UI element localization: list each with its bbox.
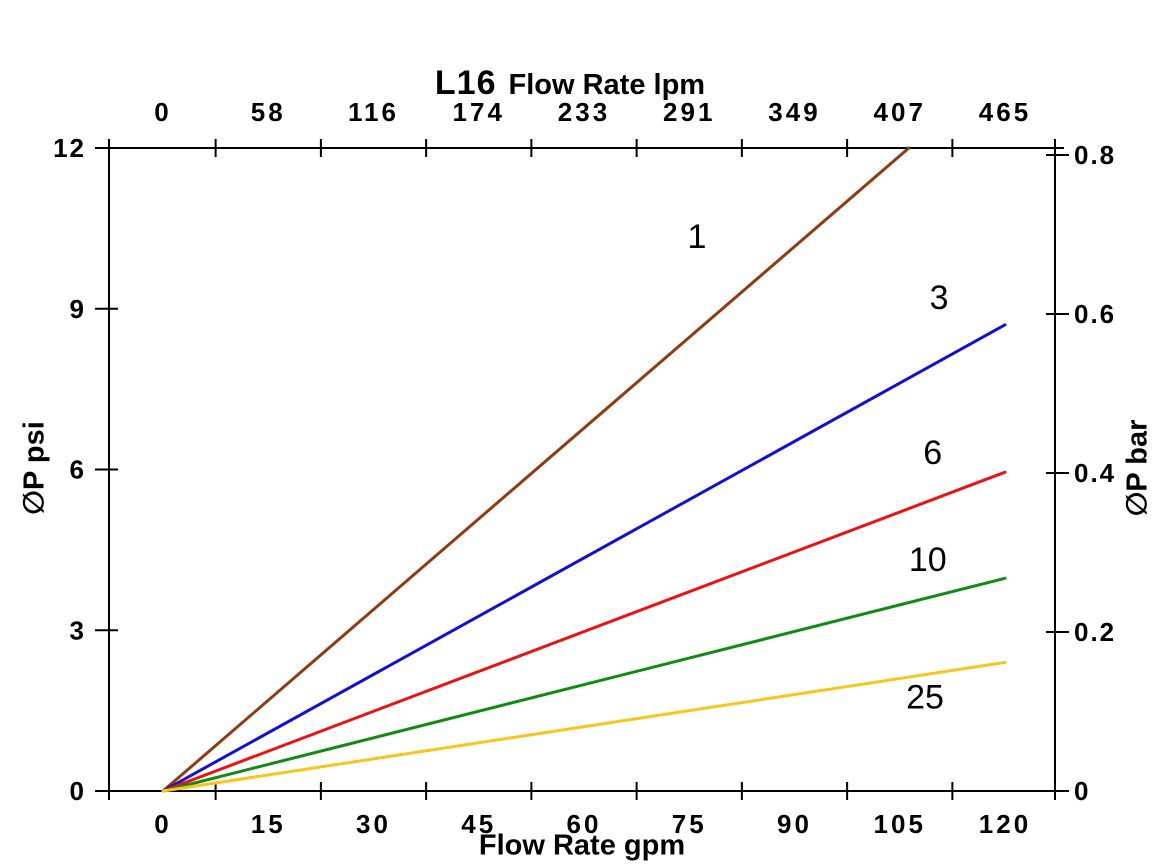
left-axis-tick-label: 3 [70, 615, 86, 645]
bottom-axis-tick-label: 75 [672, 809, 707, 839]
bottom-axis-tick-label: 45 [461, 809, 496, 839]
top-axis-tick-label: 116 [348, 97, 399, 127]
series-label-3: 3 [930, 279, 949, 317]
bottom-axis-tick-label: 0 [154, 809, 171, 839]
bottom-axis-tick-label: 15 [251, 809, 286, 839]
model-label: L16 [434, 64, 497, 102]
top-axis-tick-label: 291 [663, 97, 715, 127]
right-axis-tick-label: 0.4 [1074, 458, 1116, 488]
top-axis-title: Flow Rate lpm [508, 69, 706, 101]
top-axis-tick-label: 0 [154, 97, 171, 127]
top-axis-tick-label: 58 [251, 97, 286, 127]
series-label-1: 1 [688, 218, 707, 256]
bottom-axis-tick-label: 105 [874, 809, 926, 839]
top-axis-tick-label: 233 [558, 97, 610, 127]
series-label-25: 25 [906, 679, 944, 717]
bottom-axis-tick-label: 90 [777, 809, 812, 839]
right-axis-tick-label: 0 [1074, 776, 1090, 806]
series-line-25 [161, 660, 1007, 793]
bottom-axis-tick-label: 30 [356, 809, 391, 839]
right-axis-tick-label: 0.6 [1074, 299, 1116, 329]
top-axis-tick-label: 174 [453, 97, 505, 127]
left-axis-tick-label: 9 [70, 294, 86, 324]
chart-title: L16 Flow Rate lpm [0, 64, 1140, 103]
top-axis-tick-label: 465 [979, 97, 1031, 127]
series-label-10: 10 [909, 541, 947, 579]
left-axis-tick-label: 6 [70, 455, 86, 485]
bottom-axis-tick-label: 60 [567, 809, 602, 839]
bottom-axis-tick-label: 120 [979, 809, 1031, 839]
series-line-3 [161, 323, 1007, 793]
top-axis-tick-label: 407 [874, 97, 926, 127]
right-axis-tick-label: 0.8 [1074, 140, 1116, 170]
right-axis-tick-label: 0.2 [1074, 617, 1116, 647]
series-line-6 [161, 470, 1007, 793]
bottom-axis-title: Flow Rate gpm [478, 829, 686, 862]
series-line-10 [161, 576, 1007, 793]
series-line-1 [161, 146, 911, 793]
series-label-6: 6 [923, 434, 942, 472]
left-axis-tick-label: 12 [53, 133, 86, 163]
top-axis-tick-label: 349 [768, 97, 820, 127]
left-axis-tick-label: 0 [70, 776, 86, 806]
